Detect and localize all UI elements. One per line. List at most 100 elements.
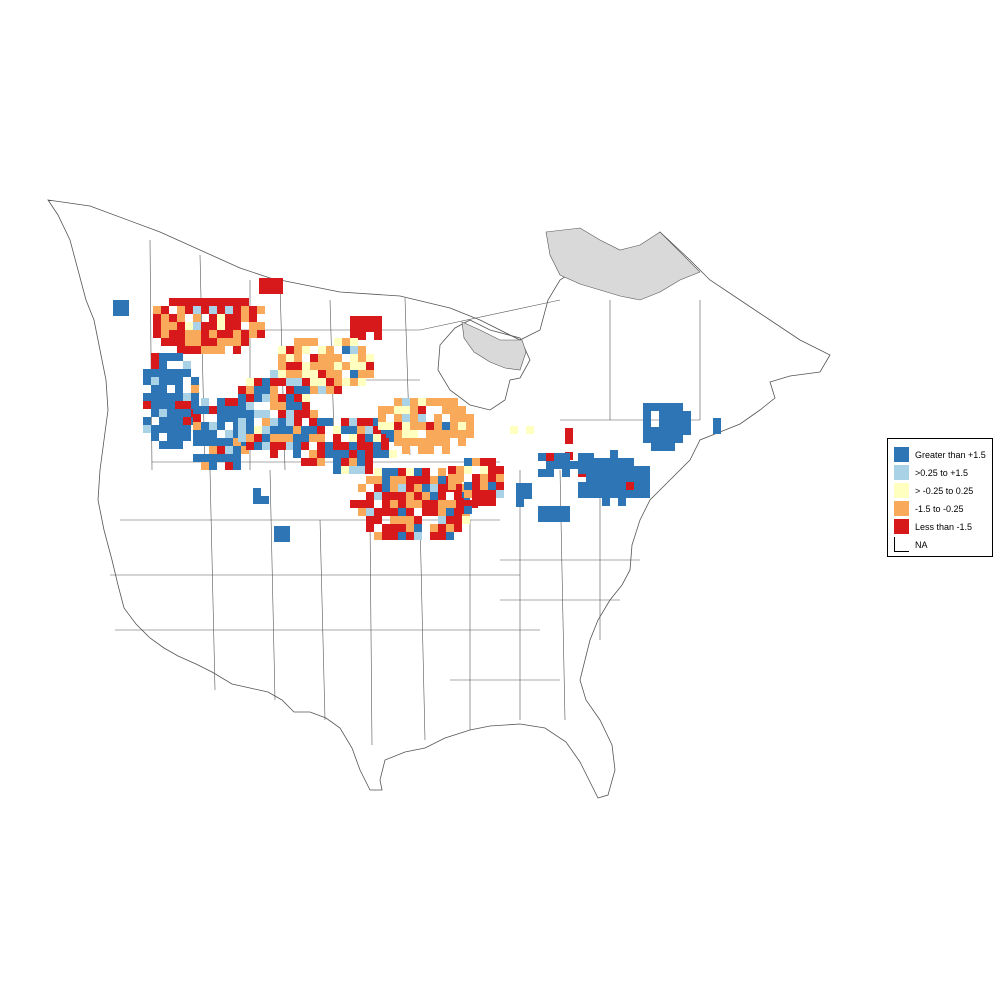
data-cell <box>233 338 241 346</box>
data-cell <box>254 378 262 386</box>
data-cell <box>466 430 474 438</box>
data-cell <box>326 354 334 362</box>
data-cell <box>480 474 488 482</box>
data-cell <box>402 446 410 454</box>
data-cell <box>414 468 422 476</box>
data-cell <box>402 430 410 438</box>
data-cell <box>286 370 294 378</box>
data-cell <box>334 378 342 386</box>
data-cell <box>286 394 294 402</box>
data-cell <box>286 346 294 354</box>
data-cell <box>667 443 675 451</box>
data-cell <box>472 482 480 490</box>
data-cell <box>402 422 410 430</box>
data-cell <box>167 393 175 401</box>
data-cell <box>342 346 350 354</box>
data-cell <box>233 430 241 438</box>
data-cell <box>294 338 302 346</box>
data-cell <box>374 532 382 540</box>
data-cell <box>496 466 504 474</box>
data-cell <box>270 402 278 410</box>
data-cell <box>201 306 209 314</box>
data-cell <box>526 426 534 434</box>
data-cell <box>410 430 418 438</box>
data-cell <box>350 346 358 354</box>
data-cell <box>318 354 326 362</box>
data-cell <box>282 534 290 542</box>
data-cell <box>185 298 193 306</box>
data-cell <box>153 306 161 314</box>
data-cell <box>398 500 406 508</box>
legend-label: > -0.25 to 0.25 <box>915 485 974 496</box>
data-cell <box>193 306 201 314</box>
data-cell <box>472 458 480 466</box>
data-cell <box>422 500 430 508</box>
data-cell <box>341 418 349 426</box>
data-cell <box>246 426 254 434</box>
data-cell <box>225 306 233 314</box>
data-cell <box>286 386 294 394</box>
data-cell <box>262 418 270 426</box>
data-cell <box>153 330 161 338</box>
data-cell <box>325 418 333 426</box>
data-cell <box>161 330 169 338</box>
data-cell <box>472 490 480 498</box>
data-cell <box>448 474 456 482</box>
data-cell <box>418 414 426 422</box>
data-cell <box>161 314 169 322</box>
data-cell <box>659 443 667 451</box>
data-cell <box>175 353 183 361</box>
data-cell <box>594 482 602 490</box>
data-cell <box>233 314 241 322</box>
data-cell <box>398 492 406 500</box>
data-cell <box>278 402 286 410</box>
data-cell <box>225 330 233 338</box>
data-cell <box>209 422 217 430</box>
data-cell <box>257 330 265 338</box>
data-cell <box>382 476 390 484</box>
data-cell <box>350 354 358 362</box>
data-cell <box>594 474 602 482</box>
data-cell <box>374 492 382 500</box>
data-cell <box>183 401 191 409</box>
data-cell <box>642 466 650 474</box>
data-cell <box>578 466 586 474</box>
data-cell <box>257 306 265 314</box>
data-cell <box>434 422 442 430</box>
data-cell <box>310 410 318 418</box>
data-cell <box>458 414 466 422</box>
data-cell <box>472 474 480 482</box>
data-cell <box>167 433 175 441</box>
data-cell <box>538 469 546 477</box>
data-cell <box>642 474 650 482</box>
data-cell <box>659 411 667 419</box>
data-cell <box>326 378 334 386</box>
data-cell <box>274 534 282 542</box>
data-cell <box>358 332 366 340</box>
data-cell <box>294 386 302 394</box>
data-cell <box>302 362 310 370</box>
data-cell <box>430 492 438 500</box>
data-cell <box>233 306 241 314</box>
data-cell <box>293 426 301 434</box>
data-cell <box>438 516 446 524</box>
data-cell <box>667 419 675 427</box>
data-cell <box>358 500 366 508</box>
data-cell <box>366 492 374 500</box>
legend-swatch <box>894 465 909 480</box>
data-cell <box>524 483 532 491</box>
data-cell <box>410 414 418 422</box>
data-cell <box>516 491 524 499</box>
data-cell <box>410 438 418 446</box>
data-cell <box>209 446 217 454</box>
data-cell <box>159 377 167 385</box>
data-cell <box>191 377 199 385</box>
data-cell <box>349 434 357 442</box>
data-cell <box>209 306 217 314</box>
data-cell <box>373 450 381 458</box>
data-cell <box>310 378 318 386</box>
data-cell <box>217 438 225 446</box>
data-cell <box>626 474 634 482</box>
data-cell <box>201 406 209 414</box>
data-cell <box>183 361 191 369</box>
